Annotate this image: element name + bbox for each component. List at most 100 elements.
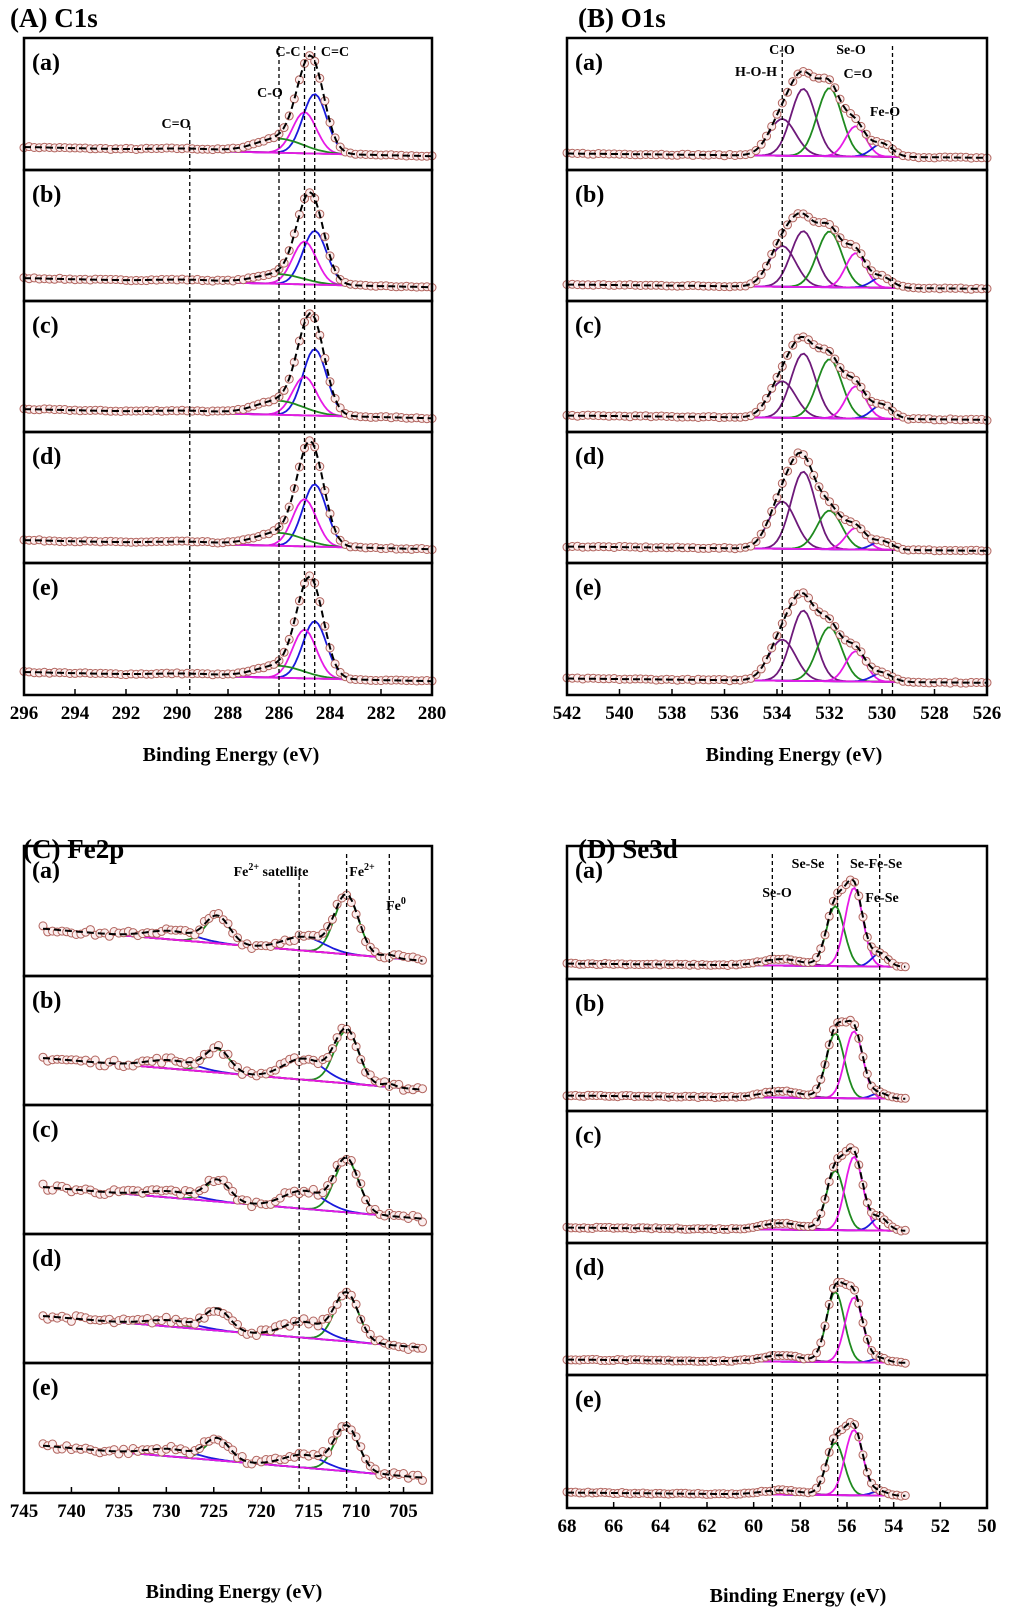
data-point [767,121,777,131]
envelope-line [42,1156,423,1220]
x-tick-label: 288 [214,703,243,724]
envelope-line [567,211,988,290]
envelope-line [23,439,432,551]
subplot-label: (e) [32,1375,59,1401]
envelope-line [566,1421,906,1497]
data-point [418,1217,427,1227]
x-tick-label: 296 [10,703,39,724]
panel-C-title: (C) Fe2p [23,834,124,864]
panel-C: (C) Fe2p (a) (b) (c) (d) (e) 745 740 735 730 725 7… [10,834,434,1603]
peak-annotation: Fe-O [870,105,900,120]
envelope-line [567,1280,906,1364]
series-Se-Fe-Se-line [567,1296,906,1364]
x-tick-label: 715 [294,1501,323,1522]
envelope-line [567,335,988,421]
envelope-line [23,575,433,683]
x-tick-label: 284 [316,703,345,724]
envelope-line [42,893,423,962]
subplot-label: (d) [32,1246,61,1272]
subplot-label: (e) [575,1387,602,1413]
data-point [816,1074,826,1084]
x-tick-label: 730 [152,1501,181,1522]
envelope-line [567,591,987,684]
x-tick-label: 536 [710,703,739,724]
data-point [816,944,826,954]
series-C-O-line [567,352,988,421]
panel-B-subplot-d: (d) [562,430,992,565]
envelope-line [567,451,988,552]
panel-D-subplot-e: (e) [562,1373,989,1510]
data-point [418,1343,427,1353]
panel-C-xlabel: Binding Energy (eV) [146,1581,323,1603]
series-Se-Se-line [567,1031,906,1100]
peak-annotation: Fe2+ [349,862,375,880]
peak-annotation: Se-Se [792,857,825,872]
subplot-label: (b) [32,988,61,1014]
panel-D-plot: (a)(b)(c)(d)(e)68 66 64 62 60 58 56 54 52 50Se-OS… [558,844,997,1537]
panel-B: (B) O1s (a) (b) (c) (d) (e) 542 540 538 536 534 53… [553,3,1002,766]
envelope-line [42,1027,423,1091]
data-point [223,1049,233,1059]
subplot-label: (a) [32,858,60,884]
series-Se-Fe-Se-line [567,1155,906,1232]
panel-D: (D) Se3d (a) (b) (c) (d) (e) 68 66 64 62 60 58 56 54… [558,834,997,1607]
panel-D-subplot-b: (b) [562,977,989,1113]
data-point [783,607,792,617]
peak-annotation: Fe0 [386,896,406,914]
x-tick-label: 534 [763,703,792,724]
x-tick-label: 528 [920,703,949,724]
data-point [767,383,777,393]
panel-D-xlabel: Binding Energy (eV) [710,1585,887,1607]
data-point [233,1320,242,1329]
peak-annotation: Fe2+ satellite [234,862,309,880]
panel-C-subplot-e: (e) [22,1361,434,1495]
panel-B-xlabel: Binding Energy (eV) [706,744,883,766]
panel-B-subplot-e: (e) [562,561,992,697]
data-point [346,1290,356,1300]
subplot-label: (e) [575,575,602,601]
data-point [190,1319,200,1329]
panel-B-subplot-c: (c) [562,299,992,434]
peak-annotation: C-O [769,43,795,58]
x-tick-label: 532 [815,703,844,724]
series-Se-Fe-Se-line [566,1428,906,1497]
subplot-label: (b) [575,991,604,1017]
x-tick-label: 50 [978,1516,997,1537]
peak-annotation: Fe-Se [865,891,898,906]
subplot-label: (d) [32,444,61,470]
envelope-line [42,1291,423,1349]
envelope-line [567,1147,906,1232]
data-point [862,1467,872,1477]
subplot-frame [22,1361,434,1495]
x-tick-label: 740 [57,1501,86,1522]
subplot-label: (a) [575,858,603,884]
panel-D-subplot-c: (c) [562,1109,989,1245]
peak-annotation: C-O [257,86,283,101]
panel-C-plot: (a) (b) (c) (d) (e) 745 740 735 730 725 720 715 710 7… [10,844,434,1522]
x-tick-label: 745 [10,1501,39,1522]
x-tick-label: 64 [651,1516,671,1537]
envelope-line [567,70,987,159]
envelope-line [23,190,432,289]
x-tick-label: 725 [200,1501,229,1522]
x-tick-label: 54 [884,1516,904,1537]
data-point [330,394,340,403]
data-point [762,393,771,403]
panel-D-subplot-d: (d) [562,1241,989,1377]
panel-D-title: (D) Se3d [578,834,678,864]
series-Se-Se-line [566,1441,906,1497]
data-point [816,1475,826,1485]
data-point [788,596,798,606]
x-tick-label: 56 [838,1516,857,1537]
panel-A-subplot-a: (a) [19,36,437,172]
x-tick-label: 290 [163,703,192,724]
series-C-O-line [567,87,987,159]
subplot-label: (c) [32,1117,59,1143]
panel-C-subplot-d: (d) [22,1232,434,1365]
data-point [308,1184,318,1194]
subplot-label: (b) [575,182,604,208]
subplot-label: (e) [32,575,59,601]
data-point [900,962,910,972]
x-tick-label: 60 [744,1516,763,1537]
